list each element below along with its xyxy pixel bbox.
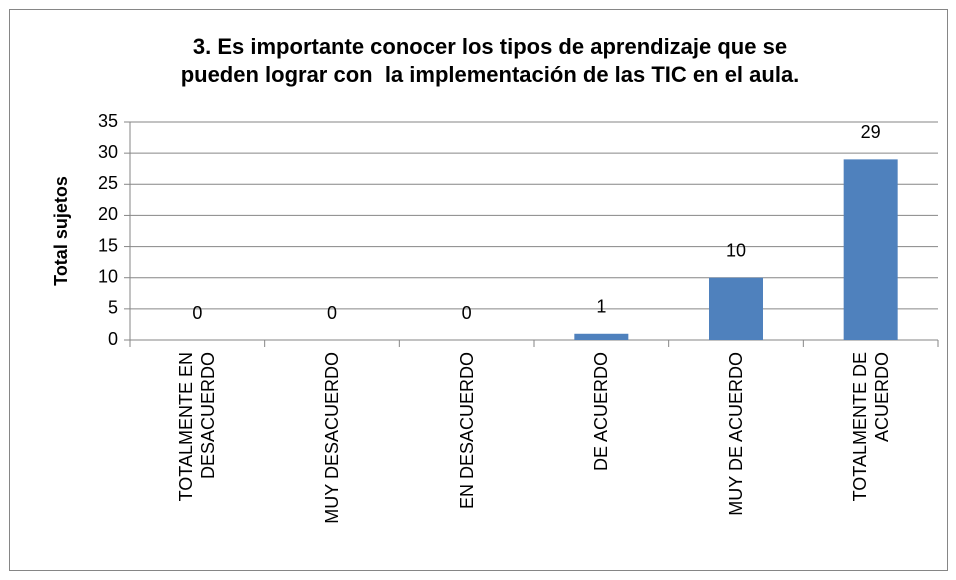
y-tick-label: 0: [108, 329, 118, 349]
x-tick-label: MUY DE ACUERDO: [726, 352, 746, 516]
value-label: 0: [462, 303, 472, 323]
bar: [709, 277, 763, 340]
x-tick-label: EN DESACUERDO: [456, 352, 477, 510]
y-tick-label: 30: [98, 142, 118, 162]
value-label: 0: [192, 303, 202, 323]
y-tick-label: 10: [98, 266, 118, 286]
bar: [843, 159, 898, 340]
x-tick-label: MUY DESACUERDO: [322, 352, 342, 524]
chart-title: pueden lograr con la implementación de l…: [180, 62, 800, 87]
y-tick-label: 15: [98, 235, 118, 255]
y-tick-label: 20: [98, 204, 118, 224]
value-label: 1: [596, 297, 606, 317]
y-axis-label: Total sujetos: [51, 176, 71, 286]
chart-border: [9, 9, 948, 571]
value-label: 10: [726, 240, 746, 260]
value-label: 29: [861, 122, 881, 142]
value-label: 0: [327, 303, 337, 323]
y-tick-label: 5: [108, 298, 118, 318]
x-tick-label: TOTALMENTE DE ACUERDO: [849, 352, 892, 502]
y-tick-label: 25: [98, 173, 118, 193]
x-tick-label: DE ACUERDO: [591, 352, 612, 472]
chart-title: 3. Es importante conocer los tipos de ap…: [192, 34, 788, 59]
bar: [574, 333, 629, 340]
y-tick-label: 35: [98, 111, 118, 131]
x-tick-label: TOTALMENTE EN DESACUERDO: [176, 352, 219, 502]
